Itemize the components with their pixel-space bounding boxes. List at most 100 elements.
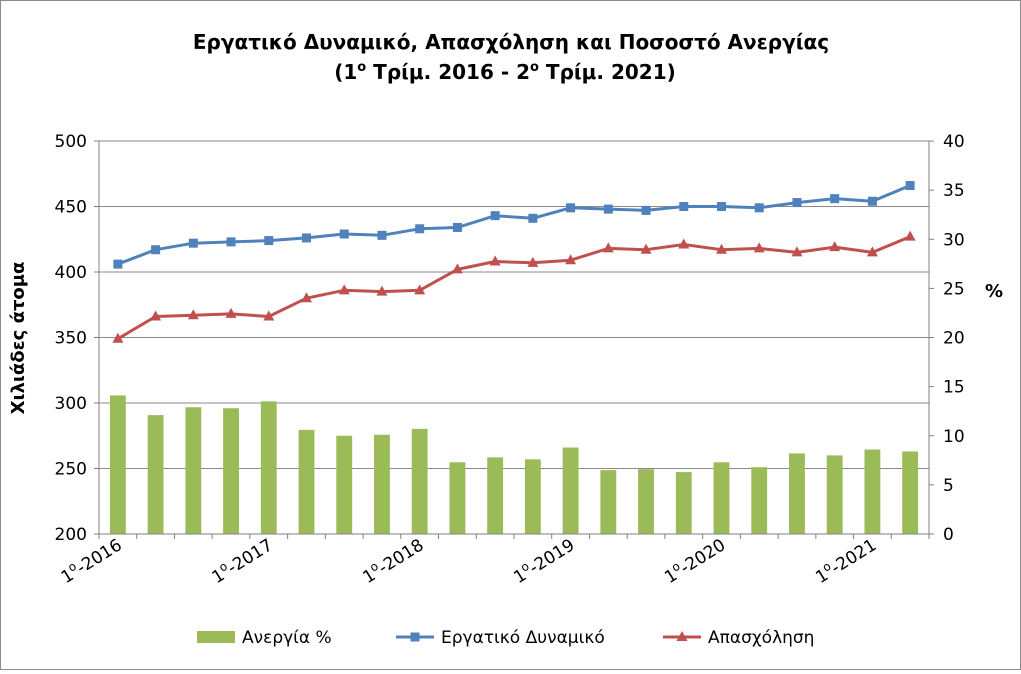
point-employment [414,284,426,295]
bar-unemployment [524,459,541,534]
point-labour-force [226,237,236,247]
y-right-tick-label: 5 [943,476,954,496]
point-labour-force [792,198,802,208]
point-employment [187,309,199,320]
point-employment [829,241,841,252]
bar-unemployment [449,462,466,534]
bar-unemployment [374,434,390,534]
y-left-tick-label: 250 [55,460,87,480]
point-employment [225,307,237,318]
point-employment [150,310,162,321]
y-axis-left-label: Χιλιάδες άτομα [8,262,29,415]
y-right-tick-label: 25 [943,279,965,299]
bar-unemployment [864,449,881,534]
bar-unemployment [826,455,843,534]
point-labour-force [339,229,349,239]
point-labour-force [113,259,123,269]
point-labour-force [452,222,462,232]
y-right-tick-label: 10 [943,427,965,447]
point-employment [791,246,803,257]
axes [94,140,934,539]
bar-unemployment [336,435,353,534]
point-labour-force [377,230,387,240]
point-labour-force [264,236,274,246]
point-employment [338,284,350,295]
bar-unemployment [411,428,428,534]
y-left-tick-label: 300 [55,394,87,414]
bar-unemployment [487,457,504,534]
point-labour-force [754,203,764,213]
point-labour-force [566,203,576,213]
point-labour-force [528,213,538,223]
bar-unemployment [185,407,202,534]
point-employment [376,285,388,296]
point-employment [904,230,916,241]
x-tick-label-year: -2019 [526,535,578,578]
bar-unemployment [675,472,692,534]
line-labour-force [117,184,911,266]
legend-label: Απασχόληση [708,628,814,648]
y-left-tick-label: 400 [55,263,87,283]
bar-unemployment [600,470,617,534]
subtitle-open: (1 [334,60,357,84]
point-labour-force [188,238,198,248]
y-right-tick-label: 30 [943,230,965,250]
y-axis-right-label: % [985,281,1003,302]
bar-unemployment [109,395,126,534]
bar-unemployment [147,415,164,534]
y-right-tick-label: 40 [943,132,965,152]
x-tick-label-year: -2021 [828,535,880,578]
y-right-tick-label: 15 [943,378,965,398]
subtitle-close: Τρίμ. 2021) [539,60,676,84]
point-employment [678,238,690,249]
legend-label: Ανεργία % [242,628,332,648]
chart-title: Εργατικό Δυναμικό, Απασχόληση και Ποσοστ… [193,30,829,54]
point-employment [263,310,275,321]
point-labour-force [905,181,915,191]
y-right-tick-label: 20 [943,329,965,349]
x-tick-label-year: -2017 [224,535,276,578]
y-right-tick-label: 0 [943,525,954,545]
point-labour-force [302,233,311,243]
point-employment [565,254,577,265]
point-labour-force [679,202,689,211]
point-employment [716,243,727,254]
legend-swatch-unemployment [197,631,235,643]
legend-marker-triangle [676,631,688,641]
bar-unemployment [789,453,805,534]
subtitle-sup-2: ο [530,60,539,75]
x-tick-label: 1ο-2019 [509,533,578,588]
point-employment [112,332,124,343]
subtitle-sup-1: ο [357,60,366,75]
line-employment [117,235,911,341]
subtitle-middle: Τρίμ. 2016 - 2 [366,60,530,84]
point-labour-force [151,245,161,255]
legend: Ανεργία % Εργατικό Δυναμικό Απασχόληση [197,628,814,648]
point-labour-force [867,196,877,206]
bar-unemployment [298,429,315,534]
x-tick-label-year: -2020 [677,535,729,578]
bar-unemployment [713,462,730,534]
point-employment [753,242,765,253]
point-labour-force [830,194,840,204]
chart-subtitle: (1ο Τρίμ. 2016 - 2ο Τρίμ. 2021) [334,60,676,84]
point-employment [489,255,501,266]
y-left-tick-label: 200 [55,525,87,545]
legend-label: Εργατικό Δυναμικό [441,628,605,648]
bar-unemployment [223,408,239,534]
point-labour-force [641,205,651,215]
bar-unemployment [562,447,579,534]
x-tick-label: 1ο-2018 [358,533,427,588]
point-labour-force [717,202,726,211]
y-left-tick-label: 450 [55,198,87,218]
unemployment-bars [109,395,919,534]
x-tick-label: 1ο-2020 [660,533,729,588]
point-employment [866,246,878,257]
point-employment [602,242,614,253]
x-tick-label-year: -2018 [375,535,427,578]
x-tick-label: 1ο-2021 [811,533,880,588]
legend-marker-square [410,632,420,642]
y-left-tick-label: 500 [55,132,87,152]
